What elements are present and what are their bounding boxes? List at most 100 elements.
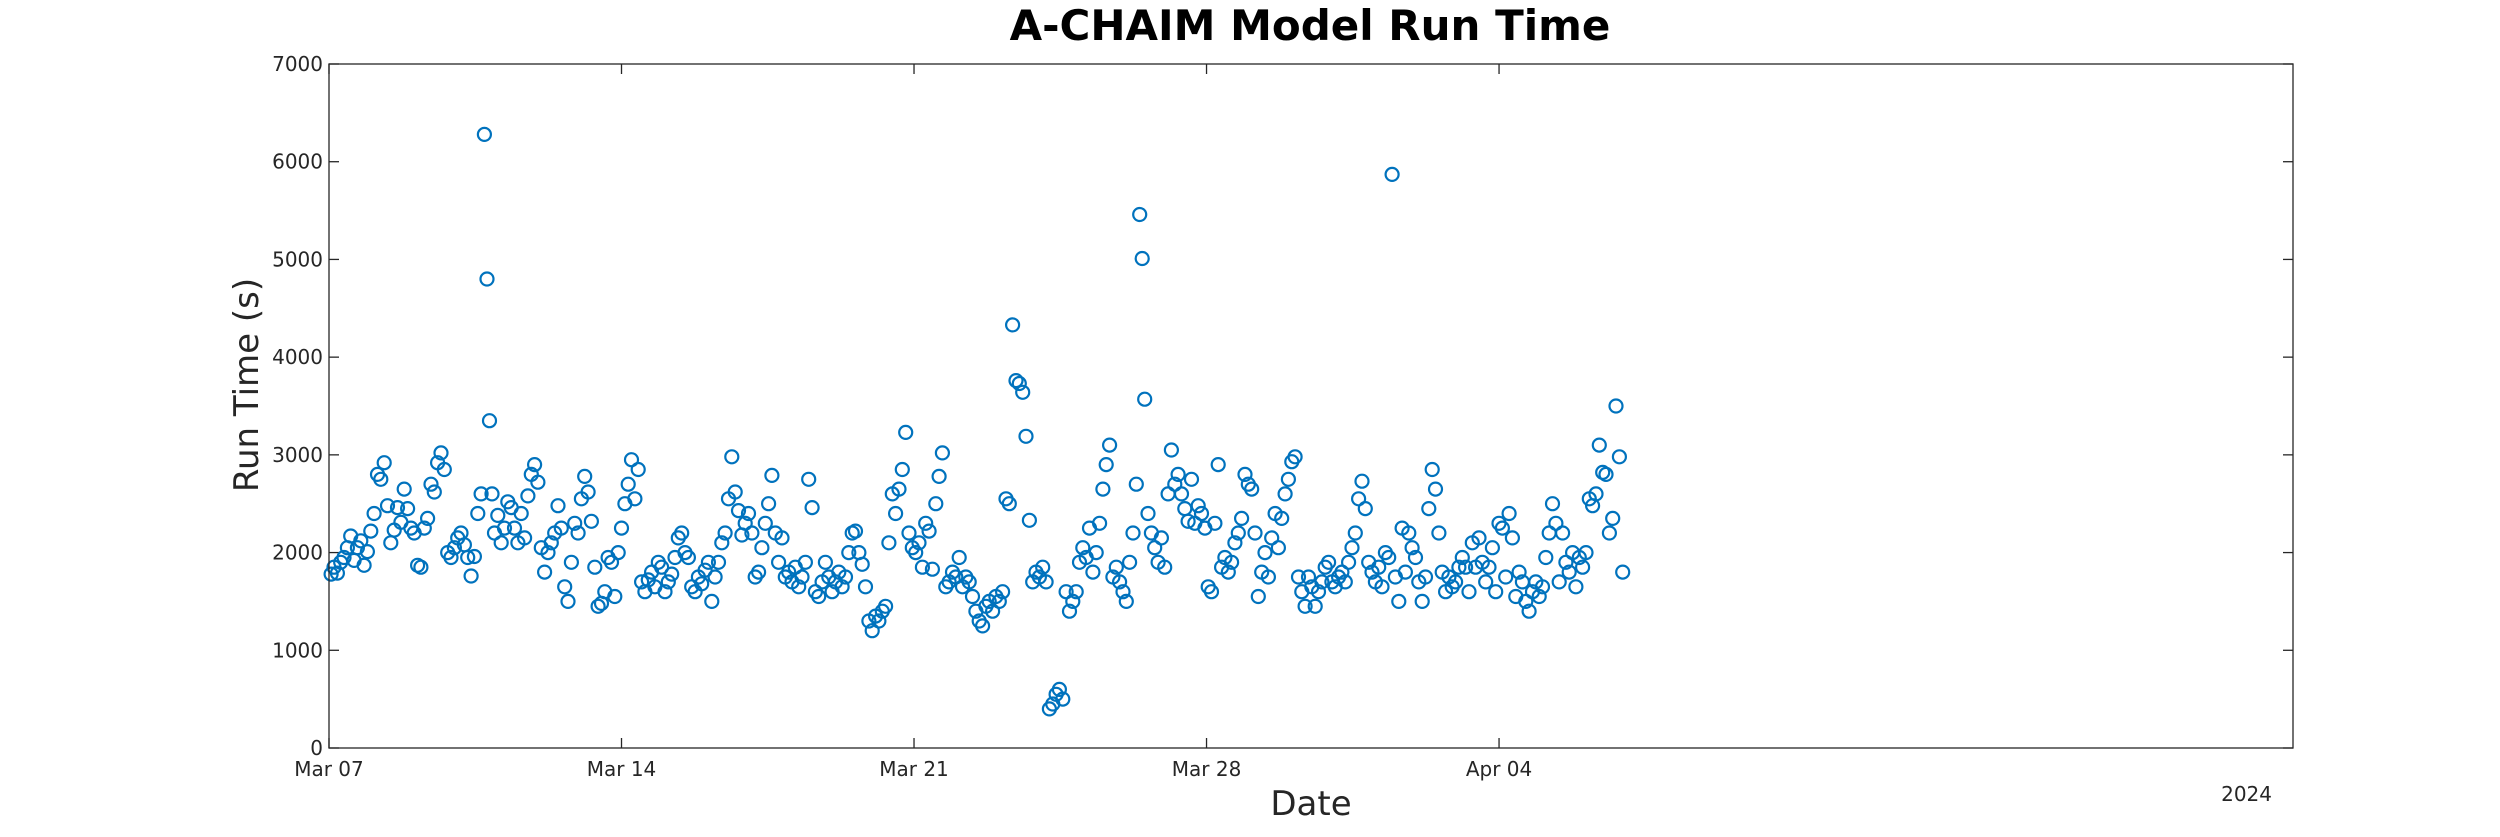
data-point: [1270, 540, 1287, 556]
data-point: [877, 598, 894, 614]
data-point: [577, 468, 593, 484]
data-point: [1354, 473, 1370, 489]
data-point: [1290, 569, 1307, 585]
data-point: [1574, 559, 1591, 575]
chart-title: A-CHAIM Model Run Time: [1010, 1, 1611, 50]
data-point: [413, 559, 429, 575]
data-point: [1421, 501, 1437, 517]
data-point: [1591, 437, 1607, 453]
x-tick-label: Mar 07: [294, 757, 364, 781]
data-point: [1035, 559, 1051, 575]
data-point: [1153, 530, 1170, 546]
data-point: [837, 569, 854, 585]
data-point: [1075, 540, 1091, 556]
data-point: [336, 549, 352, 566]
data-point: [476, 126, 492, 142]
y-tick-label: 5000: [272, 247, 323, 271]
y-tick-label: 6000: [272, 150, 323, 174]
data-point: [1108, 559, 1124, 575]
data-point: [974, 618, 991, 634]
data-point: [1068, 584, 1084, 600]
data-point: [707, 569, 723, 585]
data-point: [847, 523, 864, 539]
data-point: [744, 525, 760, 541]
plot-area-frame: [328, 63, 2294, 749]
data-point: [1223, 554, 1240, 570]
data-point: [657, 584, 673, 600]
data-point: [714, 535, 730, 551]
data-point: [1111, 574, 1128, 590]
data-point: [1250, 588, 1266, 605]
data-point: [490, 507, 506, 524]
data-point: [1203, 584, 1220, 600]
data-point: [898, 424, 914, 440]
y-tick-label: 4000: [272, 345, 323, 369]
data-point: [570, 525, 586, 541]
data-point: [590, 598, 606, 614]
data-point: [1605, 510, 1621, 527]
data-point: [1561, 564, 1577, 580]
data-point: [479, 271, 495, 287]
data-point: [1601, 525, 1618, 541]
data-point: [764, 467, 780, 483]
data-point: [1190, 498, 1206, 514]
data-point: [1534, 579, 1551, 595]
x-tick-label: Mar 21: [879, 757, 949, 781]
data-point: [1230, 525, 1246, 541]
data-point: [961, 574, 977, 590]
data-point: [481, 413, 498, 429]
data-point: [1015, 384, 1031, 400]
data-point: [1220, 564, 1236, 580]
data-point: [1397, 564, 1414, 580]
data-point: [694, 576, 710, 592]
data-point: [1314, 574, 1330, 590]
data-point: [1091, 515, 1108, 531]
data-point: [817, 554, 834, 570]
data-point: [373, 471, 389, 487]
data-point: [1498, 569, 1514, 585]
data-point: [1055, 691, 1071, 707]
data-point: [436, 461, 452, 478]
data-point: [323, 566, 339, 582]
data-point: [1447, 574, 1464, 590]
data-point: [887, 505, 904, 522]
data-point: [1061, 603, 1078, 619]
data-point: [1461, 584, 1477, 600]
data-point: [704, 593, 720, 610]
data-point: [1244, 481, 1260, 497]
data-point: [1427, 481, 1444, 497]
data-point: [1340, 554, 1357, 570]
data-point: [1180, 513, 1196, 529]
data-point: [924, 561, 941, 577]
data-point: [1598, 466, 1614, 482]
data-point: [1115, 584, 1131, 600]
data-point: [1118, 593, 1134, 610]
data-point: [964, 588, 981, 605]
data-point: [1511, 564, 1527, 580]
data-point: [994, 584, 1011, 600]
data-point: [513, 505, 529, 522]
data-point: [1478, 574, 1494, 590]
data-point: [770, 554, 787, 570]
axis-ticks: 0 1000 2000 3000 4000 5000 6000 7000 Mar 07 Mar 1…: [272, 52, 2293, 781]
data-point: [791, 579, 807, 595]
data-point: [901, 525, 917, 541]
data-point: [834, 579, 850, 595]
data-point: [560, 593, 576, 610]
data-point: [366, 505, 382, 522]
data-point: [1121, 554, 1138, 570]
data-point: [1088, 544, 1104, 561]
data-point: [1521, 603, 1537, 619]
data-point: [607, 588, 623, 605]
data-point: [466, 548, 482, 565]
data-point: [794, 569, 810, 585]
data-point: [496, 520, 513, 536]
data-point: [774, 530, 790, 546]
data-point: [1344, 540, 1360, 556]
data-point: [1260, 569, 1277, 585]
data-point: [580, 484, 596, 500]
data-point: [587, 559, 603, 575]
data-point: [443, 549, 459, 566]
data-point: [1337, 574, 1353, 590]
